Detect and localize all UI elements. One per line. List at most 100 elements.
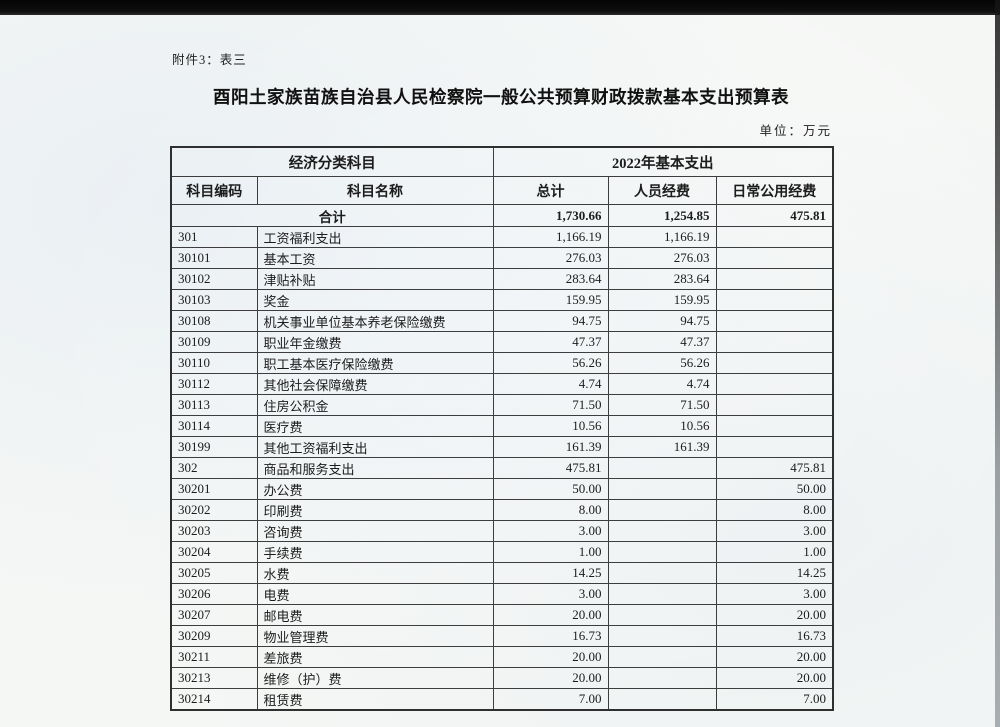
row-daily-cell: 3.00 <box>715 583 834 605</box>
row-personnel-cell: 71.50 <box>607 394 717 416</box>
row-total-cell: 1,166.19 <box>492 226 609 248</box>
row-name-cell: 办公费 <box>256 478 494 500</box>
row-code-cell: 30109 <box>170 331 258 353</box>
row-code-cell: 30101 <box>170 247 258 269</box>
table-row: 30206 电费 3.00 3.00 <box>170 583 834 605</box>
row-name-cell: 奖金 <box>256 289 494 311</box>
unit-note: 单位：万元 <box>759 124 832 138</box>
row-total-cell: 8.00 <box>492 499 609 521</box>
row-total-cell: 161.39 <box>492 436 609 458</box>
column-header-daily: 日常公用经费 <box>715 176 834 205</box>
row-total-cell: 14.25 <box>492 562 609 584</box>
row-name-cell: 电费 <box>256 583 494 605</box>
row-daily-cell <box>715 268 834 290</box>
table-row: 30113 住房公积金 71.50 71.50 <box>170 394 834 416</box>
row-personnel-cell: 161.39 <box>607 436 717 458</box>
row-daily-cell: 3.00 <box>715 520 834 542</box>
table-row: 301 工资福利支出 1,166.19 1,166.19 <box>170 226 834 248</box>
table-row: 30204 手续费 1.00 1.00 <box>170 541 834 563</box>
table-row: 30103 奖金 159.95 159.95 <box>170 289 834 311</box>
row-daily-cell: 1.00 <box>715 541 834 563</box>
row-daily-cell: 16.73 <box>715 625 834 647</box>
header-2022-basic-expenditure: 2022年基本支出 <box>492 146 834 177</box>
row-daily-cell <box>715 352 834 374</box>
row-personnel-cell: 10.56 <box>607 415 717 437</box>
row-code-cell: 30203 <box>170 520 258 542</box>
row-name-cell: 其他工资福利支出 <box>256 436 494 458</box>
row-personnel-cell: 94.75 <box>607 310 717 332</box>
total-row: 合计 1,730.66 1,254.85 475.81 <box>170 204 834 227</box>
row-name-cell: 机关事业单位基本养老保险缴费 <box>256 310 494 332</box>
row-name-cell: 邮电费 <box>256 604 494 626</box>
scan-artifact-right-edge <box>995 0 1000 727</box>
row-code-cell: 30113 <box>170 394 258 416</box>
row-personnel-cell: 56.26 <box>607 352 717 374</box>
row-name-cell: 住房公积金 <box>256 394 494 416</box>
row-daily-cell: 14.25 <box>715 562 834 584</box>
row-total-cell: 7.00 <box>492 688 609 711</box>
table-row: 30209 物业管理费 16.73 16.73 <box>170 625 834 647</box>
row-code-cell: 30207 <box>170 604 258 626</box>
row-name-cell: 印刷费 <box>256 499 494 521</box>
row-code-cell: 301 <box>170 226 258 248</box>
table-row: 30101 基本工资 276.03 276.03 <box>170 247 834 269</box>
row-personnel-cell: 1,166.19 <box>607 226 717 248</box>
row-code-cell: 30202 <box>170 499 258 521</box>
table-row: 30110 职工基本医疗保险缴费 56.26 56.26 <box>170 352 834 374</box>
row-personnel-cell: 283.64 <box>607 268 717 290</box>
column-header-personnel: 人员经费 <box>607 176 717 205</box>
row-daily-cell: 50.00 <box>715 478 834 500</box>
row-code-cell: 30204 <box>170 541 258 563</box>
row-personnel-cell <box>607 499 717 521</box>
row-name-cell: 物业管理费 <box>256 625 494 647</box>
row-code-cell: 30214 <box>170 688 258 711</box>
row-name-cell: 医疗费 <box>256 415 494 437</box>
row-daily-cell <box>715 289 834 311</box>
row-personnel-cell <box>607 562 717 584</box>
table-row: 30108 机关事业单位基本养老保险缴费 94.75 94.75 <box>170 310 834 332</box>
row-name-cell: 维修（护）费 <box>256 667 494 689</box>
row-daily-cell: 20.00 <box>715 604 834 626</box>
row-personnel-cell <box>607 478 717 500</box>
table-row: 30213 维修（护）费 20.00 20.00 <box>170 667 834 689</box>
row-daily-cell <box>715 415 834 437</box>
row-personnel-cell <box>607 457 717 479</box>
header-economic-classification: 经济分类科目 <box>170 146 494 177</box>
row-code-cell: 30102 <box>170 268 258 290</box>
table-row: 30109 职业年金缴费 47.37 47.37 <box>170 331 834 353</box>
row-total-cell: 475.81 <box>492 457 609 479</box>
row-personnel-cell <box>607 667 717 689</box>
row-personnel-cell: 276.03 <box>607 247 717 269</box>
row-daily-cell: 7.00 <box>715 688 834 711</box>
row-personnel-cell <box>607 625 717 647</box>
table-column-header-row: 科目编码 科目名称 总计 人员经费 日常公用经费 <box>170 176 834 205</box>
column-header-total: 总计 <box>492 176 609 205</box>
row-total-cell: 71.50 <box>492 394 609 416</box>
row-personnel-cell <box>607 604 717 626</box>
row-personnel-cell <box>607 583 717 605</box>
row-total-cell: 16.73 <box>492 625 609 647</box>
row-personnel-cell <box>607 688 717 711</box>
row-name-cell: 工资福利支出 <box>256 226 494 248</box>
table-row: 30207 邮电费 20.00 20.00 <box>170 604 834 626</box>
row-daily-cell <box>715 226 834 248</box>
row-code-cell: 30209 <box>170 625 258 647</box>
row-name-cell: 咨询费 <box>256 520 494 542</box>
table-row: 30201 办公费 50.00 50.00 <box>170 478 834 500</box>
row-name-cell: 差旅费 <box>256 646 494 668</box>
row-name-cell: 租赁费 <box>256 688 494 711</box>
row-code-cell: 30211 <box>170 646 258 668</box>
table-row: 302 商品和服务支出 475.81 475.81 <box>170 457 834 479</box>
table-body: 合计 1,730.66 1,254.85 475.81 301 工资福利支出 1,1… <box>170 204 834 711</box>
table-row: 30203 咨询费 3.00 3.00 <box>170 520 834 542</box>
row-total-cell: 20.00 <box>492 646 609 668</box>
row-total-cell: 3.00 <box>492 583 609 605</box>
row-name-cell: 职业年金缴费 <box>256 331 494 353</box>
table-row: 30114 医疗费 10.56 10.56 <box>170 415 834 437</box>
row-personnel-cell: 159.95 <box>607 289 717 311</box>
table-row: 30214 租赁费 7.00 7.00 <box>170 688 834 711</box>
row-daily-cell: 8.00 <box>715 499 834 521</box>
row-code-cell: 30114 <box>170 415 258 437</box>
table-row: 30211 差旅费 20.00 20.00 <box>170 646 834 668</box>
